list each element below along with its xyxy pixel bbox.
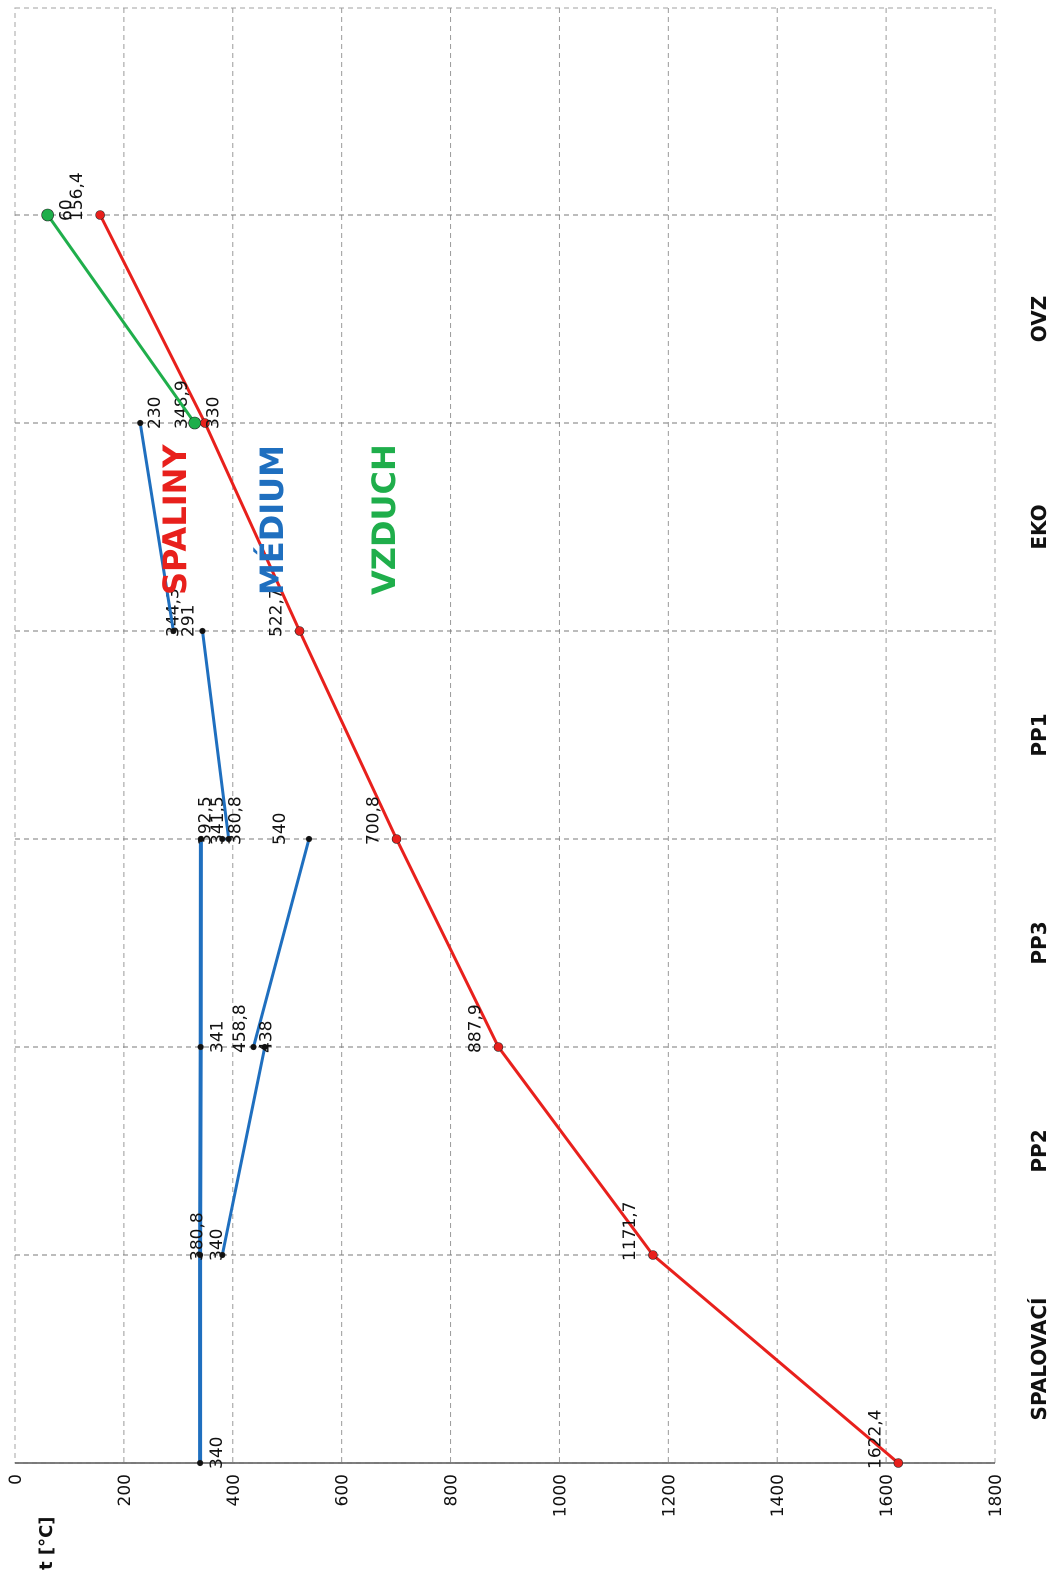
series-vzduch-line [46, 214, 196, 424]
category-label-5: OVZ [1027, 296, 1051, 342]
series-medium-segment-1 [220, 1046, 267, 1256]
y-tick-label-1000: 1000 [550, 1474, 570, 1517]
series-spaliny-label-0: 1622,4 [865, 1410, 885, 1469]
y-axis-title: t [°C] [36, 1516, 57, 1570]
series-spaliny-label-3: 700,8 [364, 796, 384, 845]
series-spaliny-point-6 [95, 210, 105, 220]
category-labels: SPALOVACÍ PP2 PP3 PP1 EKO OVZ [1027, 296, 1051, 1421]
series-spaliny-point-2 [493, 1042, 504, 1052]
series-medium-point-0-3 [197, 835, 205, 843]
series-medium-label-2-1: 540 [270, 813, 290, 845]
series-medium-label-1-1: 458,8 [230, 1004, 250, 1053]
series-medium-point-3-0 [219, 835, 226, 843]
series-medium-label-3-1: 392,5 [196, 796, 216, 845]
y-tick-label-1600: 1600 [877, 1474, 897, 1517]
series-medium-segment-2 [252, 838, 311, 1048]
y-tick-label-400: 400 [224, 1474, 244, 1506]
series-medium-label-0-2: 341 [208, 1021, 228, 1053]
series-vzduch-label-1: 60 [57, 199, 77, 221]
series-vzduch-label-0: 330 [204, 397, 224, 429]
series-medium-point-0-0 [197, 1459, 204, 1467]
series-spaliny-point-1 [648, 1250, 658, 1260]
series-spaliny-point-4 [294, 626, 305, 636]
series-medium-point-3-2 [199, 627, 206, 635]
series-spaliny-point-0 [893, 1458, 904, 1468]
gridlines [15, 8, 995, 1463]
legend-entry-2: VZDUCH [365, 444, 403, 595]
series-spaliny-label-2: 887,9 [465, 1004, 485, 1053]
y-tick-label-800: 800 [442, 1474, 462, 1506]
y-tick-label-1400: 1400 [768, 1474, 788, 1517]
category-label-1: PP2 [1027, 1129, 1051, 1172]
y-tick-label-200: 200 [115, 1474, 135, 1506]
series-spaliny-label-6: 156,4 [67, 172, 87, 221]
y-tick-label-1800: 1800 [986, 1474, 1006, 1517]
y-axis-tick-labels: 0 200 400 600 800 1000 1200 1400 1600 1800 [6, 1474, 1006, 1517]
series-medium-label-4-0: 291 [178, 605, 198, 637]
series-medium-label-0-3: 341,5 [208, 796, 228, 845]
series-medium-point-4-0 [170, 627, 177, 635]
series-medium-label-2-0: 438 [256, 1021, 276, 1053]
series-layer: 1622,41171,7887,9700,8522,7348,9156,4340… [41, 172, 904, 1469]
series-medium-point-1-0 [219, 1251, 226, 1259]
category-label-0: SPALOVACÍ [1027, 1298, 1051, 1421]
plot-frame [14, 7, 996, 1464]
series-medium-label-3-0: 380,8 [225, 796, 245, 845]
y-axis-title-text: t [°C] [36, 1516, 57, 1570]
series-medium-label-1-0: 380,8 [187, 1212, 207, 1261]
series-vzduch-point-1 [41, 208, 54, 222]
series-medium-point-4-1 [137, 419, 144, 427]
legend-entry-0: SPALINY [156, 444, 194, 595]
series-medium-point-1-1 [261, 1043, 268, 1051]
series-medium-point-2-0 [250, 1043, 257, 1051]
category-label-4: EKO [1027, 504, 1051, 549]
series-medium-label-0-0: 340 [207, 1437, 227, 1469]
y-tick-label-0: 0 [6, 1474, 26, 1485]
series-spaliny-label-4: 522,7 [267, 588, 287, 637]
series-vzduch: 330 60 [41, 199, 224, 430]
series-medium-label-4-1: 230 [145, 397, 165, 429]
category-label-2: PP3 [1027, 921, 1051, 964]
series-spaliny-point-3 [391, 834, 402, 844]
series-spaliny-label-1: 1171,7 [620, 1202, 640, 1261]
category-label-3: PP1 [1027, 713, 1051, 756]
series-medium-point-0-2 [197, 1043, 204, 1051]
series-medium-segment-4 [138, 422, 175, 632]
series-medium-point-0-1 [197, 1251, 204, 1259]
series-medium-point-3-1 [225, 835, 232, 843]
y-tick-label-1200: 1200 [659, 1474, 679, 1517]
series-vzduch-point-0 [188, 416, 201, 430]
legend-entry-1: MÉDIUM [253, 445, 291, 595]
series-medium-point-2-1 [305, 835, 313, 843]
legend: SPALINY MÉDIUM VZDUCH [156, 444, 403, 595]
y-tick-label-600: 600 [333, 1474, 353, 1506]
series-medium-segment-0 [198, 838, 203, 1463]
